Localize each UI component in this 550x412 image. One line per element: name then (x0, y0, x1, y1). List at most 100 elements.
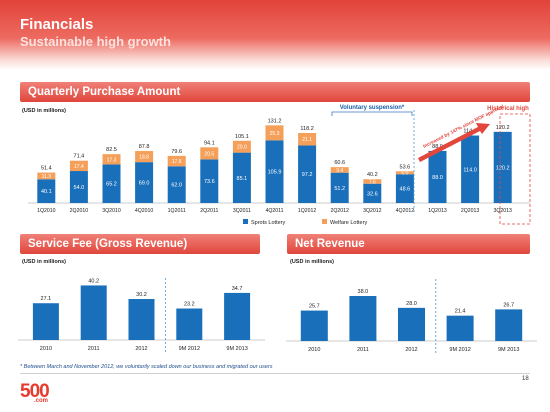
net-revenue-tick-label: 2011 (357, 347, 369, 353)
sports-value-label: 69.0 (139, 181, 150, 187)
sports-lottery-bar (363, 183, 382, 203)
total-value-label: 51.4 (41, 166, 52, 172)
welfare-value-label: 25.3 (270, 131, 280, 137)
welfare-value-label: 21.1 (302, 137, 312, 143)
welfare-value-label: 20.5 (204, 151, 214, 157)
net-revenue-value-label: 21.4 (455, 309, 466, 315)
page-title: Financials (20, 16, 94, 33)
service-fee-value-label: 30.2 (136, 292, 147, 298)
quarter-tick-label: 2Q2012 (330, 208, 349, 214)
net-revenue-bar (349, 296, 377, 341)
net-revenue-value-label: 28.0 (406, 301, 417, 307)
sports-value-label: 40.1 (41, 189, 52, 195)
increase-arrow-shape (418, 123, 490, 162)
net-revenue-bar (398, 307, 425, 341)
sports-lottery-bar (69, 171, 88, 203)
quarter-tick-label: 4Q2011 (265, 208, 283, 214)
sports-value-label: 105.9 (268, 170, 282, 176)
header-banner: Financials Sustainable high growth (0, 0, 550, 70)
welfare-value-label: 7.6 (369, 179, 376, 185)
service-fee-value-label: 34.7 (232, 286, 243, 292)
welfare-lottery-bar (200, 147, 219, 160)
net-revenue-bar (300, 310, 328, 341)
service-fee-value-label: 27.1 (41, 296, 52, 302)
page-subtitle: Sustainable high growth (20, 34, 171, 49)
service-fee-tick-label: 2012 (135, 346, 147, 352)
sports-value-label: 51.2 (334, 186, 345, 192)
welfare-value-label: 11.3 (42, 174, 52, 180)
net-revenue-tick-label: 9M 2013 (498, 347, 519, 353)
net-revenue-tick-label: 2010 (308, 347, 320, 353)
legend-label-sports: Sprots Lottery (251, 220, 285, 226)
quarter-tick-label: 1Q2013 (428, 208, 447, 214)
welfare-value-label: 5.0 (401, 171, 408, 177)
sports-lottery-bar (200, 159, 219, 203)
welfare-lottery-bar (69, 160, 88, 172)
historical-high-box (499, 113, 531, 225)
legend-swatch-welfare (322, 219, 327, 224)
total-value-label: 120.2 (496, 125, 510, 131)
sports-lottery-bar (395, 174, 414, 203)
total-value-label: 60.6 (334, 160, 345, 166)
quarterly-section-title: Quarterly Purchase Amount (20, 82, 530, 102)
welfare-value-label: 17.4 (74, 164, 84, 170)
total-value-label: 79.6 (171, 149, 182, 155)
total-value-label: 53.6 (400, 164, 411, 170)
sports-value-label: 73.6 (204, 179, 215, 185)
service-fee-tick-label: 9M 2012 (179, 346, 200, 352)
quarterly-units: (USD in millions) (22, 108, 66, 114)
net-revenue-tick-label: 2012 (405, 347, 417, 353)
total-value-label: 131.2 (268, 118, 282, 124)
welfare-lottery-bar (395, 171, 414, 175)
service-fee-value-label: 40.2 (88, 278, 99, 284)
sports-lottery-bar (265, 140, 284, 203)
sports-value-label: 97.2 (302, 172, 313, 178)
footer-divider (20, 373, 530, 374)
sports-lottery-bar (37, 179, 56, 203)
welfare-lottery-bar (265, 125, 284, 141)
service-fee-bar (176, 308, 203, 340)
sports-lottery-bar (167, 166, 186, 203)
welfare-value-label: 20.0 (237, 145, 247, 151)
welfare-value-label: 17.3 (107, 157, 117, 163)
welfare-lottery-bar (298, 132, 317, 146)
legend-label-welfare: Welfare Lottery (330, 220, 367, 226)
sports-value-label: 114.0 (463, 167, 476, 173)
total-value-label: 87.8 (139, 144, 150, 150)
page-number: 18 (522, 376, 529, 382)
quarter-tick-label: 4Q2010 (135, 208, 154, 214)
voluntary-suspension-label: Voluntary suspension* (340, 105, 405, 111)
quarter-tick-label: 3Q2013 (493, 208, 512, 214)
sports-value-label: 120.2 (496, 165, 510, 171)
footnote: * Between March and November 2012, we vo… (20, 364, 273, 370)
sports-lottery-bar (428, 150, 447, 203)
welfare-lottery-bar (330, 167, 349, 173)
total-value-label: 71.4 (74, 154, 85, 160)
service-fee-units: (USD in millions) (22, 259, 66, 265)
net-revenue-section-title: Net Revenue (287, 234, 530, 254)
welfare-value-label: 9.4 (336, 168, 343, 174)
service-fee-tick-label: 2011 (88, 346, 100, 352)
welfare-value-label: 18.8 (139, 155, 149, 161)
service-fee-tick-label: 9M 2013 (226, 346, 247, 352)
net-revenue-value-label: 25.7 (309, 304, 320, 310)
sports-value-label: 65.2 (106, 182, 117, 188)
service-fee-bar (80, 285, 107, 340)
welfare-lottery-bar (102, 154, 121, 165)
welfare-lottery-bar (167, 155, 186, 167)
total-value-label: 40.2 (367, 172, 378, 178)
welfare-lottery-bar (363, 179, 382, 184)
total-value-label: 118.2 (300, 126, 313, 132)
sports-lottery-bar (232, 152, 251, 203)
total-value-label: 94.1 (204, 140, 215, 146)
quarter-tick-label: 2Q2013 (461, 208, 480, 214)
sports-value-label: 54.0 (74, 185, 85, 191)
net-revenue-units: (USD in millions) (290, 259, 334, 265)
quarter-tick-label: 2Q2010 (70, 208, 89, 214)
quarter-tick-label: 1Q2012 (298, 208, 317, 214)
legend-swatch-sports (243, 219, 248, 224)
welfare-lottery-bar (135, 151, 154, 163)
quarter-tick-label: 1Q2010 (37, 208, 56, 214)
logo-number: 500 (20, 381, 50, 402)
quarter-tick-label: 3Q2011 (233, 208, 251, 214)
